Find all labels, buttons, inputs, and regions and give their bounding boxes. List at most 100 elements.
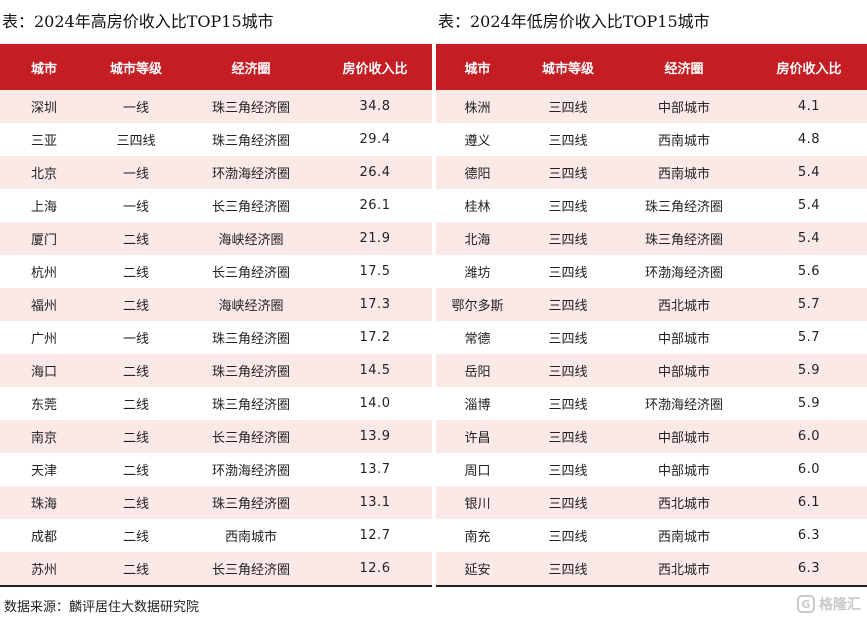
table-row: 许昌 三四线 中部城市 6.0 (436, 420, 867, 453)
table-row: 广州 一线 珠三角经济圈 17.2 (0, 321, 432, 354)
gelonghui-logo-icon: G (797, 595, 815, 613)
left-table-bottom-rule (0, 585, 432, 587)
economic-zone-cell: 环渤海经济圈 (211, 167, 290, 182)
header-city-tier: 城市等级 (541, 61, 594, 77)
table-row: 遵义 三四线 西南城市 4.8 (436, 123, 867, 156)
city-tier-cell: 一线 (122, 101, 149, 116)
table-row: 成都 二线 西南城市 12.7 (0, 519, 432, 552)
city-tier-cell: 三四线 (548, 431, 588, 446)
city-cell: 北京 (30, 167, 57, 182)
left-panel: 表：2024年高房价收入比TOP15城市 城市 城市等级 经济圈 房价收入比 深… (0, 0, 432, 587)
table-row: 银川 三四线 西北城市 6.1 (436, 486, 867, 519)
city-cell: 遵义 (464, 134, 491, 149)
left-table-header: 城市 城市等级 经济圈 房价收入比 (0, 44, 432, 90)
city-cell: 东莞 (30, 398, 57, 413)
table-row: 珠海 二线 珠三角经济圈 13.1 (0, 486, 432, 519)
table-row: 北海 三四线 珠三角经济圈 5.4 (436, 222, 867, 255)
table-row: 延安 三四线 西北城市 6.3 (436, 552, 867, 585)
economic-zone-cell: 中部城市 (657, 332, 710, 347)
table-row: 南充 三四线 西南城市 6.3 (436, 519, 867, 552)
city-tier-cell: 二线 (122, 563, 149, 578)
right-table-title: 表：2024年低房价收入比TOP15城市 (438, 12, 710, 31)
header-price-income-ratio: 房价收入比 (342, 61, 408, 77)
watermark-text: 格隆汇 (819, 597, 861, 613)
price-income-ratio-cell: 6.0 (797, 429, 821, 444)
city-cell: 株洲 (464, 101, 491, 116)
city-cell: 南充 (464, 530, 491, 545)
city-tier-cell: 三四线 (548, 299, 588, 314)
city-cell: 桂林 (464, 200, 491, 215)
economic-zone-cell: 中部城市 (657, 431, 710, 446)
right-table-header: 城市 城市等级 经济圈 房价收入比 (436, 44, 867, 90)
economic-zone-cell: 环渤海经济圈 (211, 464, 290, 479)
economic-zone-cell: 环渤海经济圈 (644, 266, 723, 281)
city-cell: 银川 (464, 497, 491, 512)
economic-zone-cell: 珠三角经济圈 (211, 365, 290, 380)
left-table-body: 深圳 一线 珠三角经济圈 34.8 三亚 三四线 珠三角经济圈 29.4 北京 一线 环渤海经济圈 2… (0, 90, 432, 585)
city-cell: 深圳 (30, 101, 57, 116)
price-income-ratio-cell: 6.0 (797, 462, 821, 477)
city-cell: 许昌 (464, 431, 491, 446)
economic-zone-cell: 长三角经济圈 (211, 431, 290, 446)
city-tier-cell: 二线 (122, 431, 149, 446)
city-tier-cell: 二线 (122, 530, 149, 545)
price-income-ratio-cell: 26.4 (359, 165, 391, 180)
city-cell: 苏州 (30, 563, 57, 578)
price-income-ratio-cell: 4.1 (797, 99, 821, 114)
price-income-ratio-cell: 6.1 (797, 495, 821, 510)
price-income-ratio-cell: 6.3 (797, 528, 821, 543)
table-row: 深圳 一线 珠三角经济圈 34.8 (0, 90, 432, 123)
data-source-note: 数据来源：麟评居住大数据研究院 (4, 600, 200, 615)
table-row: 三亚 三四线 珠三角经济圈 29.4 (0, 123, 432, 156)
header-city: 城市 (464, 61, 491, 77)
city-cell: 常德 (464, 332, 491, 347)
economic-zone-cell: 中部城市 (657, 464, 710, 479)
price-income-ratio-cell: 17.5 (359, 264, 391, 279)
price-income-ratio-cell: 21.9 (359, 231, 391, 246)
city-tier-cell: 三四线 (548, 497, 588, 512)
economic-zone-cell: 长三角经济圈 (211, 563, 290, 578)
city-tier-cell: 三四线 (548, 563, 588, 578)
table-row: 岳阳 三四线 中部城市 5.9 (436, 354, 867, 387)
economic-zone-cell: 中部城市 (657, 101, 710, 116)
economic-zone-cell: 长三角经济圈 (211, 266, 290, 281)
economic-zone-cell: 珠三角经济圈 (211, 497, 290, 512)
table-row: 东莞 二线 珠三角经济圈 14.0 (0, 387, 432, 420)
price-income-ratio-cell: 14.5 (359, 363, 391, 378)
city-cell: 成都 (30, 530, 57, 545)
price-income-ratio-cell: 5.4 (797, 198, 821, 213)
table-row: 南京 二线 长三角经济圈 13.9 (0, 420, 432, 453)
table-row: 德阳 三四线 西南城市 5.4 (436, 156, 867, 189)
price-income-ratio-cell: 5.7 (797, 297, 821, 312)
price-income-ratio-cell: 5.9 (797, 396, 821, 411)
price-income-ratio-cell: 12.7 (359, 528, 391, 543)
price-income-ratio-cell: 5.4 (797, 231, 821, 246)
city-cell: 鄂尔多斯 (451, 299, 504, 314)
city-tier-cell: 三四线 (548, 167, 588, 182)
city-cell: 厦门 (30, 233, 57, 248)
city-tier-cell: 二线 (122, 398, 149, 413)
header-economic-zone: 经济圈 (664, 61, 704, 77)
economic-zone-cell: 海峡经济圈 (218, 299, 284, 314)
city-cell: 天津 (30, 464, 57, 479)
price-income-ratio-cell: 6.3 (797, 561, 821, 576)
price-income-ratio-cell: 5.4 (797, 165, 821, 180)
economic-zone-cell: 西北城市 (657, 497, 710, 512)
price-income-ratio-cell: 17.3 (359, 297, 391, 312)
city-tier-cell: 二线 (122, 299, 149, 314)
price-income-ratio-cell: 4.8 (797, 132, 821, 147)
economic-zone-cell: 珠三角经济圈 (211, 332, 290, 347)
table-row: 北京 一线 环渤海经济圈 26.4 (0, 156, 432, 189)
city-tier-cell: 一线 (122, 200, 149, 215)
header-economic-zone: 经济圈 (231, 61, 271, 77)
price-income-ratio-cell: 12.6 (359, 561, 391, 576)
table-row: 常德 三四线 中部城市 5.7 (436, 321, 867, 354)
economic-zone-cell: 长三角经济圈 (211, 200, 290, 215)
city-cell: 淄博 (464, 398, 491, 413)
city-tier-cell: 三四线 (548, 134, 588, 149)
header-city: 城市 (30, 61, 57, 77)
right-table-body: 株洲 三四线 中部城市 4.1 遵义 三四线 西南城市 4.8 德阳 三四线 西南城市 5.4 桂林 三四… (436, 90, 867, 585)
economic-zone-cell: 西南城市 (657, 167, 710, 182)
economic-zone-cell: 中部城市 (657, 365, 710, 380)
city-cell: 延安 (464, 563, 491, 578)
